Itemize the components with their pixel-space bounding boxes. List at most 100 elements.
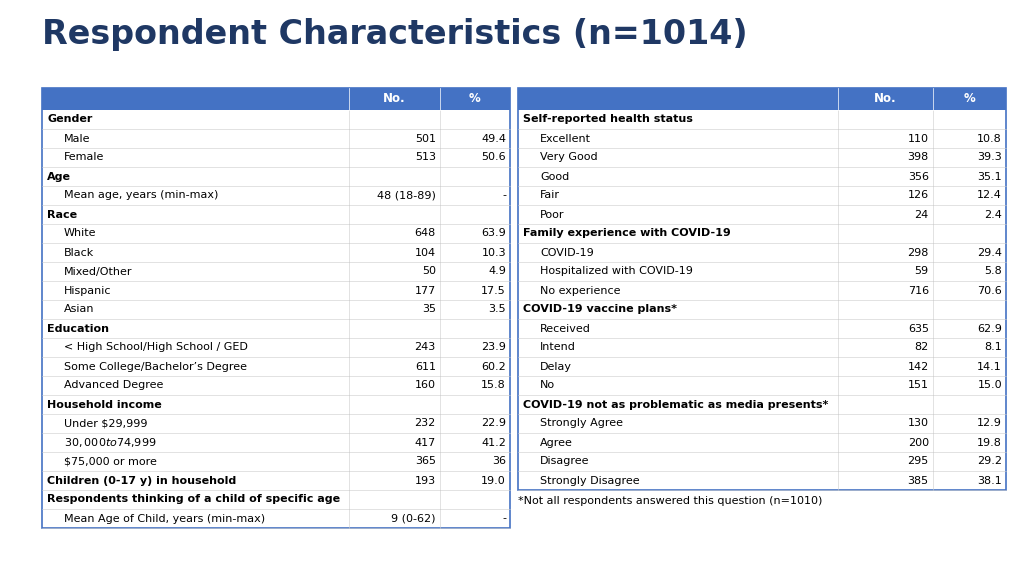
Bar	[518, 88, 1006, 110]
Text: 4.9: 4.9	[488, 267, 506, 276]
Text: 70.6: 70.6	[977, 286, 1002, 295]
Text: Hospitalized with COVID-19: Hospitalized with COVID-19	[540, 267, 693, 276]
Text: Under $29,999: Under $29,999	[63, 419, 147, 429]
Text: 35.1: 35.1	[977, 172, 1002, 181]
Bar	[42, 88, 510, 110]
Bar	[518, 88, 1006, 490]
Text: 126: 126	[907, 191, 929, 200]
Text: COVID-19: COVID-19	[540, 248, 594, 257]
Text: 10.8: 10.8	[977, 134, 1002, 143]
Text: Excellent: Excellent	[540, 134, 591, 143]
Text: 15.8: 15.8	[481, 381, 506, 391]
Text: 232: 232	[415, 419, 436, 429]
Text: 59: 59	[914, 267, 929, 276]
Text: COVID-19 not as problematic as media presents*: COVID-19 not as problematic as media pre…	[523, 400, 828, 410]
Text: Poor: Poor	[540, 210, 564, 219]
Text: 716: 716	[907, 286, 929, 295]
Text: Female: Female	[63, 153, 104, 162]
Text: 200: 200	[907, 438, 929, 448]
Text: 39.3: 39.3	[977, 153, 1002, 162]
Text: 38.1: 38.1	[977, 476, 1002, 486]
Text: 417: 417	[415, 438, 436, 448]
Text: Mixed/Other: Mixed/Other	[63, 267, 132, 276]
Text: Children (0-17 y) in household: Children (0-17 y) in household	[47, 476, 237, 486]
Text: Hispanic: Hispanic	[63, 286, 112, 295]
Text: Black: Black	[63, 248, 94, 257]
Text: 36: 36	[492, 457, 506, 467]
Text: 12.9: 12.9	[977, 419, 1002, 429]
Text: Advanced Degree: Advanced Degree	[63, 381, 164, 391]
Text: 295: 295	[907, 457, 929, 467]
Text: Strongly Disagree: Strongly Disagree	[540, 476, 640, 486]
Text: 19.8: 19.8	[977, 438, 1002, 448]
Text: 60.2: 60.2	[481, 362, 506, 372]
Text: 63.9: 63.9	[481, 229, 506, 238]
Text: 19.0: 19.0	[481, 476, 506, 486]
Text: %: %	[964, 93, 975, 105]
Text: Very Good: Very Good	[540, 153, 598, 162]
Text: Age: Age	[47, 172, 71, 181]
Text: 9 (0-62): 9 (0-62)	[391, 513, 436, 524]
Text: Respondent Characteristics (n=1014): Respondent Characteristics (n=1014)	[42, 18, 748, 51]
Text: 23.9: 23.9	[481, 343, 506, 353]
Text: 5.8: 5.8	[984, 267, 1002, 276]
Text: Disagree: Disagree	[540, 457, 590, 467]
Text: 356: 356	[908, 172, 929, 181]
Text: White: White	[63, 229, 96, 238]
Text: 15.0: 15.0	[977, 381, 1002, 391]
Text: $75,000 or more: $75,000 or more	[63, 457, 157, 467]
Text: 8.1: 8.1	[984, 343, 1002, 353]
Text: Delay: Delay	[540, 362, 572, 372]
Text: 151: 151	[908, 381, 929, 391]
Text: -: -	[502, 513, 506, 524]
Text: 22.9: 22.9	[481, 419, 506, 429]
Text: Self-reported health status: Self-reported health status	[523, 115, 693, 124]
Text: 385: 385	[907, 476, 929, 486]
Text: 298: 298	[907, 248, 929, 257]
Text: $30,000 to $74,999: $30,000 to $74,999	[63, 436, 157, 449]
Text: 48 (18-89): 48 (18-89)	[377, 191, 436, 200]
Text: 50.6: 50.6	[481, 153, 506, 162]
Text: Fair: Fair	[540, 191, 560, 200]
Text: 635: 635	[908, 324, 929, 334]
Text: Good: Good	[540, 172, 569, 181]
Text: 41.2: 41.2	[481, 438, 506, 448]
Text: 648: 648	[415, 229, 436, 238]
Text: Strongly Agree: Strongly Agree	[540, 419, 623, 429]
Text: 193: 193	[415, 476, 436, 486]
Text: Received: Received	[540, 324, 591, 334]
Text: Mean Age of Child, years (min-max): Mean Age of Child, years (min-max)	[63, 513, 265, 524]
Text: Family experience with COVID-19: Family experience with COVID-19	[523, 229, 731, 238]
Text: 611: 611	[415, 362, 436, 372]
Text: 35: 35	[422, 305, 436, 314]
Text: 62.9: 62.9	[977, 324, 1002, 334]
Text: 513: 513	[415, 153, 436, 162]
Text: < High School/High School / GED: < High School/High School / GED	[63, 343, 248, 353]
Bar	[42, 88, 510, 528]
Text: No experience: No experience	[540, 286, 621, 295]
Text: Respondents thinking of a child of specific age: Respondents thinking of a child of speci…	[47, 495, 340, 505]
Text: 24: 24	[914, 210, 929, 219]
Text: Agree: Agree	[540, 438, 572, 448]
Text: Some College/Bachelor’s Degree: Some College/Bachelor’s Degree	[63, 362, 247, 372]
Text: 142: 142	[907, 362, 929, 372]
Text: 50: 50	[422, 267, 436, 276]
Text: 29.4: 29.4	[977, 248, 1002, 257]
Text: -: -	[502, 191, 506, 200]
Text: Education: Education	[47, 324, 109, 334]
Text: COVID-19 vaccine plans*: COVID-19 vaccine plans*	[523, 305, 677, 314]
Text: 365: 365	[415, 457, 436, 467]
Text: Intend: Intend	[540, 343, 575, 353]
Text: 130: 130	[908, 419, 929, 429]
Text: 177: 177	[415, 286, 436, 295]
Text: Male: Male	[63, 134, 90, 143]
Text: Mean age, years (min-max): Mean age, years (min-max)	[63, 191, 218, 200]
Text: 14.1: 14.1	[977, 362, 1002, 372]
Text: 10.3: 10.3	[481, 248, 506, 257]
Text: 104: 104	[415, 248, 436, 257]
Text: 49.4: 49.4	[481, 134, 506, 143]
Text: Household income: Household income	[47, 400, 162, 410]
Text: No.: No.	[873, 93, 897, 105]
Text: Asian: Asian	[63, 305, 94, 314]
Text: No: No	[540, 381, 555, 391]
